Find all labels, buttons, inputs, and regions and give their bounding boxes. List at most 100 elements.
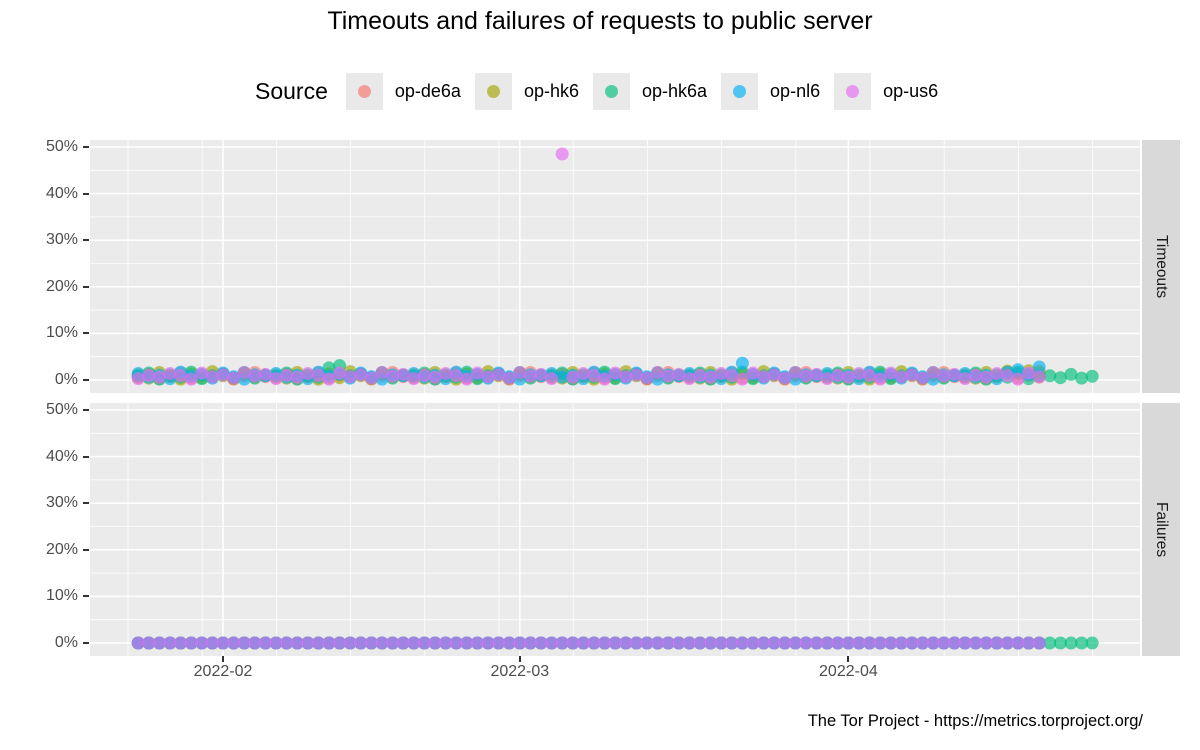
x-axis-tick-label: 2022-02 [193, 663, 253, 680]
y-axis-tick-mark [83, 332, 89, 335]
data-point-op-us6 [661, 636, 675, 650]
data-point-op-us6 [174, 369, 188, 383]
data-point-op-us6 [969, 636, 983, 650]
data-point-op-us6 [258, 367, 272, 381]
y-axis-tick-mark [83, 548, 89, 551]
x-axis-tick-mark [518, 656, 521, 662]
data-point-op-us6 [248, 369, 262, 383]
y-axis-tick-label: 0% [54, 634, 78, 651]
data-point-op-us6 [947, 636, 961, 650]
data-point-op-us6 [852, 367, 866, 380]
legend-item-op-de6a: op-de6a [332, 72, 461, 110]
data-point-op-us6 [598, 636, 612, 650]
data-point-op-us6 [746, 636, 760, 650]
data-point-op-us6 [439, 636, 453, 650]
data-point-op-us6 [354, 636, 368, 650]
data-point-op-us6 [396, 636, 410, 650]
data-point-op-us6 [788, 366, 802, 379]
data-point-op-us6 [333, 636, 347, 650]
data-point-op-us6 [227, 371, 241, 385]
data-point-op-us6 [364, 636, 378, 650]
legend-key-box [345, 72, 383, 110]
data-point-op-us6 [566, 636, 580, 650]
data-point-op-us6 [534, 367, 548, 381]
chart-title: Timeouts and failures of requests to pub… [327, 7, 873, 35]
data-point-op-us6 [947, 367, 961, 381]
data-point-op-us6 [799, 636, 813, 650]
data-point-op-us6 [375, 636, 389, 650]
facet-strip-failures-label: Failures [1153, 501, 1170, 558]
data-point-op-us6 [460, 636, 474, 650]
data-point-op-us6 [979, 370, 993, 384]
data-point-op-hk6a [1064, 367, 1078, 381]
data-point-op-us6 [280, 636, 294, 650]
data-point-op-us6 [916, 371, 930, 385]
data-point-op-us6 [131, 372, 145, 386]
data-point-op-us6 [852, 636, 866, 650]
data-point-op-us6 [820, 372, 834, 386]
data-point-op-us6 [1022, 636, 1036, 650]
data-point-op-hk6a [1043, 636, 1057, 650]
y-axis-tick-label: 20% [45, 540, 78, 558]
data-point-op-nl6 [735, 356, 749, 370]
data-point-op-us6 [587, 636, 601, 650]
facet-strip-failures: Failures [1142, 403, 1180, 656]
data-point-op-us6 [481, 370, 495, 384]
data-point-op-us6 [407, 636, 421, 650]
data-point-op-us6 [174, 636, 188, 650]
data-point-op-us6 [926, 366, 940, 379]
data-point-op-us6 [619, 370, 633, 384]
legend-key-box [721, 72, 759, 110]
data-point-op-us6 [916, 636, 930, 650]
data-point-op-us6 [608, 366, 622, 380]
data-point-op-us6 [290, 370, 304, 384]
data-point-op-us6 [290, 636, 304, 650]
data-point-op-us6 [629, 368, 643, 382]
y-axis-tick-label: 10% [45, 324, 78, 342]
legend-key-box [834, 72, 872, 110]
data-point-op-us6 [672, 636, 686, 650]
data-point-op-hk6a [1053, 371, 1067, 385]
data-point-op-us6 [894, 636, 908, 650]
data-point-op-us6 [841, 370, 855, 384]
y-axis-tick-mark [83, 409, 89, 411]
y-axis-tick-label: 0% [54, 371, 78, 388]
data-point-op-us6 [969, 368, 983, 382]
y-axis-tick-label: 40% [45, 447, 78, 465]
data-point-op-us6 [884, 366, 898, 380]
data-point-op-us6 [492, 636, 506, 650]
data-point-op-us6 [195, 636, 209, 650]
legend-item-op-us6: op-us6 [820, 72, 938, 110]
y-axis-tick-mark [83, 192, 89, 195]
data-point-op-us6 [693, 636, 707, 650]
data-point-op-us6 [280, 368, 294, 382]
data-point-op-us6 [428, 370, 442, 384]
data-point-op-us6 [1000, 369, 1014, 383]
data-point-op-us6 [322, 636, 336, 650]
data-point-op-us6 [311, 636, 325, 650]
data-point-op-us6 [608, 636, 622, 650]
data-point-op-us6 [757, 370, 771, 384]
data-point-op-us6 [343, 370, 357, 384]
data-point-op-us6 [863, 636, 877, 650]
legend-item-op-nl6: op-nl6 [707, 72, 821, 110]
data-point-op-us6 [492, 368, 506, 382]
data-point-op-us6 [1032, 636, 1046, 650]
data-point-op-hk6a [1043, 369, 1057, 383]
y-axis-tick-label: 10% [45, 587, 78, 605]
data-point-op-us6 [714, 367, 728, 380]
data-point-op-us6 [417, 368, 431, 382]
data-point-op-us6 [704, 636, 718, 650]
data-point-op-us6 [629, 636, 643, 650]
facet-strip-timeouts: Timeouts [1142, 140, 1180, 393]
legend-title: Source [255, 77, 328, 104]
data-point-op-hk6a [1085, 369, 1099, 383]
data-point-op-us6 [555, 636, 569, 650]
data-point-op-hk6a [1085, 636, 1099, 650]
data-point-op-us6 [937, 636, 951, 650]
data-point-op-us6 [704, 370, 718, 384]
data-point-op-us6 [386, 636, 400, 650]
data-point-op-us6 [333, 366, 347, 380]
legend-item-label: op-nl6 [770, 80, 821, 101]
data-point-op-us6 [205, 370, 219, 384]
